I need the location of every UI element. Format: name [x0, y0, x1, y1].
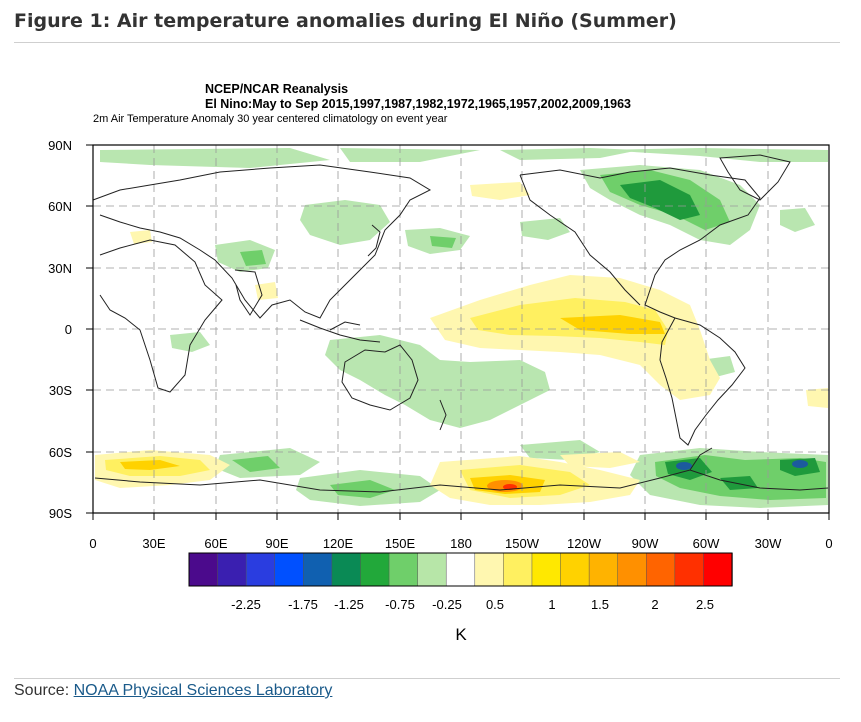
lon-label: 60W: [693, 536, 720, 551]
lon-label: 90W: [632, 536, 659, 551]
colorbar-swatch: [417, 552, 447, 587]
lon-label: 0: [89, 536, 96, 551]
title-divider: [14, 42, 840, 43]
lon-label: 120E: [323, 536, 354, 551]
anomaly-map: NCEP/NCAR Reanalysis El Nino:May to Sep …: [48, 82, 832, 644]
colorbar-swatch: [531, 552, 562, 587]
lat-label: 60N: [48, 199, 72, 214]
lon-label: 180: [450, 536, 472, 551]
lon-label: 120W: [567, 536, 602, 551]
map-events: El Nino:May to Sep 2015,1997,1987,1982,1…: [205, 97, 631, 111]
coastlines: [92, 154, 829, 493]
colorbar-frame: [188, 552, 733, 587]
colorbar-tick: -2.25: [231, 597, 261, 612]
colorbar-swatch: [646, 552, 676, 587]
colorbar-swatch: [274, 552, 305, 587]
colorbar-swatch: [588, 552, 619, 587]
source-link[interactable]: NOAA Physical Sciences Laboratory: [73, 682, 333, 699]
colorbar-swatch: [560, 552, 590, 587]
figure-title: Figure 1: Air temperature anomalies duri…: [14, 10, 677, 32]
colorbar-unit: K: [455, 625, 467, 644]
colorbar-swatch: [474, 552, 505, 587]
lon-label: 90E: [265, 536, 288, 551]
lat-label: 30N: [48, 261, 72, 276]
colorbar-tick: 2: [651, 597, 658, 612]
lat-label: 30S: [49, 383, 72, 398]
colorbar-swatch: [445, 552, 476, 587]
map-title: NCEP/NCAR Reanalysis: [205, 82, 348, 96]
colorbar-swatch: [674, 552, 705, 587]
colorbar-swatch: [217, 552, 247, 587]
colorbar-swatch: [188, 552, 219, 587]
colorbar-tick: 1.5: [591, 597, 609, 612]
colorbar-swatch: [303, 552, 333, 587]
map-panel: [86, 144, 830, 520]
lon-label: 150W: [505, 536, 540, 551]
lat-label: 60S: [49, 445, 72, 460]
axis-ticks: [86, 144, 830, 520]
colorbar-swatch: [331, 552, 362, 587]
footer-divider: [14, 678, 840, 679]
lon-label: 60E: [204, 536, 227, 551]
lon-label: 150E: [385, 536, 416, 551]
colorbar-swatch: [703, 552, 733, 587]
lat-label: 90N: [48, 138, 72, 153]
cool-anomalies-peak: [676, 460, 808, 470]
colorbar-tick: -0.25: [432, 597, 462, 612]
colorbar-swatch: [245, 552, 276, 587]
lon-label: 30E: [142, 536, 165, 551]
colorbar-swatch: [503, 552, 533, 587]
colorbar-tick: -1.25: [334, 597, 364, 612]
map-subtitle: 2m Air Temperature Anomaly 30 year cente…: [93, 113, 448, 125]
lon-label: 0: [825, 536, 832, 551]
source-label: Source:: [14, 682, 70, 699]
colorbar: [188, 552, 733, 587]
colorbar-tick: 0.5: [486, 597, 504, 612]
lat-label: 0: [65, 322, 72, 337]
source-line: Source: NOAA Physical Sciences Laborator…: [14, 682, 332, 700]
colorbar-swatch: [388, 552, 419, 587]
lat-label: 90S: [49, 506, 72, 521]
colorbar-tick: 2.5: [696, 597, 714, 612]
colorbar-tick: -1.75: [288, 597, 318, 612]
colorbar-tick: -0.75: [385, 597, 415, 612]
colorbar-swatch: [360, 552, 390, 587]
colorbar-tick: 1: [548, 597, 555, 612]
colorbar-swatch: [617, 552, 648, 587]
lon-label: 30W: [755, 536, 782, 551]
